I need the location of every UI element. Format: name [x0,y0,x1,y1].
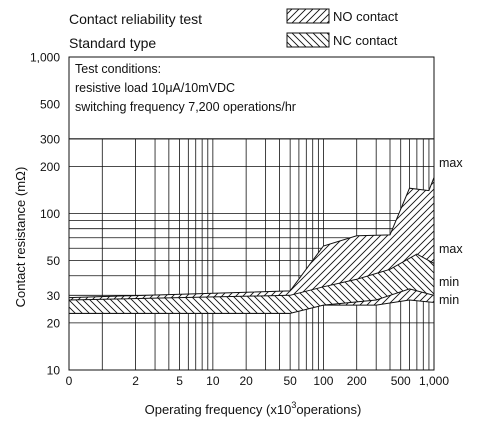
y-tick-label: 300 [40,132,60,146]
y-tick-label: 10 [47,364,61,378]
x-tick-label: 20 [239,374,253,388]
chart-subtitle: Standard type [69,35,156,51]
chart-title: Contact reliability test [69,11,202,27]
y-tick-label: 30 [47,289,61,303]
y-tick-label: 20 [47,316,61,330]
x-tick-label: 5 [176,374,183,388]
legend: NO contact NC contact [286,8,398,48]
x-tick-label: 500 [391,374,411,388]
axis-ticks: 10 20 30 50 100 200 300 500 1,000 0 2 5 10 20 50 100 200… [30,51,449,389]
legend-swatch-nc-contact [286,32,330,48]
legend-label-nc-contact: NC contact [333,33,398,48]
plot-frame [68,56,435,371]
x-tick-label: 1,000 [419,374,449,388]
annotation-no-min: min [439,293,459,307]
x-axis-label-main: Operating frequency (x10 [145,402,292,417]
x-tick-label: 2 [132,374,139,388]
y-axis-label: Contact resistance (mΩ) [13,167,28,308]
annotation-nc-min: min [439,275,459,289]
x-tick-label: 200 [347,374,367,388]
x-tick-label: 10 [206,374,220,388]
test-conditions-heading: Test conditions: [75,62,161,76]
test-conditions-box: Test conditions: resistive load 10μA/10m… [75,62,296,114]
x-tick-label: 100 [313,374,333,388]
y-tick-label: 200 [40,160,60,174]
x-tick-label: 50 [283,374,297,388]
x-axis-label-suffix: operations) [296,402,361,417]
legend-swatch-no-contact [286,8,330,24]
legend-label-no-contact: NO contact [333,9,398,24]
test-conditions-frequency: switching frequency 7,200 operations/hr [75,100,296,114]
x-axis-label: Operating frequency (x103operations) [145,400,362,417]
y-tick-label: 100 [40,207,60,221]
x-tick-label: 0 [66,374,73,388]
y-tick-label: 50 [47,254,61,268]
annotation-nc-max: max [439,242,463,256]
annotation-no-max: max [439,156,463,170]
test-conditions-load: resistive load 10μA/10mVDC [75,81,235,95]
y-tick-label: 1,000 [30,51,60,65]
x-axis-label-exponent: 3 [291,400,296,410]
chart-areas [68,177,435,314]
y-tick-label: 500 [40,98,60,112]
